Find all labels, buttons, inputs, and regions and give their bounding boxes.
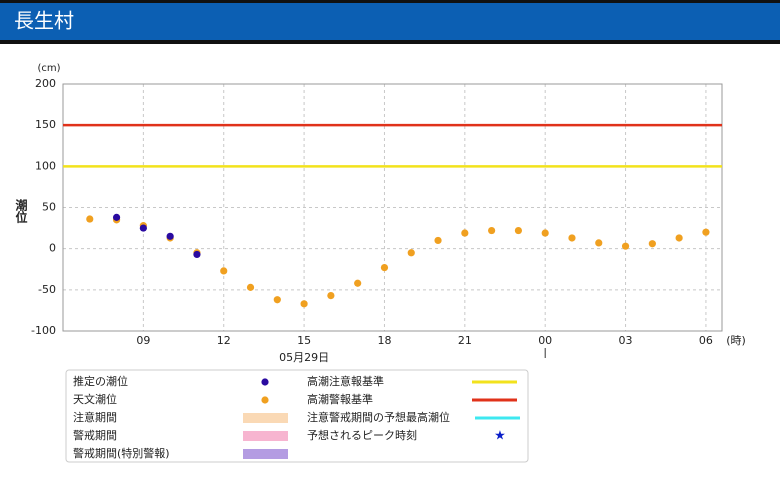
legend-swatch — [261, 396, 269, 404]
x-tick-label: 18 — [377, 334, 391, 347]
data-point — [354, 279, 362, 287]
header-bar — [0, 3, 780, 40]
legend-swatch — [243, 449, 288, 459]
data-point — [112, 213, 121, 221]
legend-label: 天文潮位 — [73, 392, 117, 406]
legend-label: 高潮注意報基準 — [307, 374, 384, 388]
data-point — [621, 242, 630, 250]
y-axis-title: 潮位 — [14, 198, 28, 224]
legend-label: 注意期間 — [73, 410, 117, 424]
legend-label: 警戒期間 — [73, 428, 117, 442]
data-point — [86, 215, 94, 223]
x-tick-label: 12 — [217, 334, 231, 347]
legend-swatch: ★ — [494, 429, 506, 444]
legend-label: 警戒期間(特別警報) — [73, 446, 170, 460]
y-tick-label: -50 — [38, 283, 56, 296]
data-point — [488, 226, 496, 235]
y-tick-label: 150 — [35, 118, 56, 131]
x-tick-label: 00 — [538, 334, 552, 347]
x-unit: (時) — [726, 334, 746, 347]
x-tick-label: 09 — [136, 334, 150, 347]
data-point — [300, 300, 308, 308]
data-point — [139, 224, 147, 232]
data-point — [220, 267, 228, 275]
data-point — [568, 234, 576, 242]
data-point — [246, 283, 255, 291]
y-tick-label: -100 — [31, 324, 56, 337]
y-tick-label: 100 — [35, 159, 56, 172]
y-unit: (cm) — [37, 63, 60, 74]
x-tick-label: 03 — [619, 334, 633, 347]
y-tick-label: 0 — [49, 242, 56, 255]
data-point — [273, 296, 281, 304]
data-point — [595, 239, 603, 247]
y-tick-label: 200 — [35, 77, 56, 90]
data-point — [541, 229, 549, 237]
data-point — [166, 232, 174, 240]
header-title: 長生村 — [14, 9, 74, 33]
data-point — [193, 250, 201, 259]
y-tick-label: 50 — [42, 201, 56, 214]
x-tick-label: 21 — [458, 334, 472, 347]
data-point — [461, 229, 469, 237]
data-point — [648, 240, 656, 248]
legend-label: 高潮警報基準 — [307, 392, 373, 406]
legend-label: 予想されるピーク時刻 — [307, 428, 417, 442]
data-point — [407, 249, 415, 257]
data-point — [327, 291, 335, 300]
date-label: 05月29日 — [279, 351, 329, 364]
plot-frame — [62, 83, 723, 332]
data-point — [702, 228, 710, 236]
legend-swatch — [243, 413, 288, 423]
legend-swatch — [261, 378, 269, 386]
legend-box — [65, 369, 529, 463]
legend-label: 推定の潮位 — [73, 374, 128, 388]
data-point — [380, 264, 389, 272]
x-tick-label: 15 — [297, 334, 311, 347]
x-tick-label: 06 — [699, 334, 713, 347]
data-point — [434, 236, 442, 245]
legend-swatch — [243, 431, 288, 441]
data-point — [514, 226, 523, 235]
data-point — [675, 234, 683, 242]
legend-label: 注意警戒期間の予想最高潮位 — [307, 410, 450, 424]
